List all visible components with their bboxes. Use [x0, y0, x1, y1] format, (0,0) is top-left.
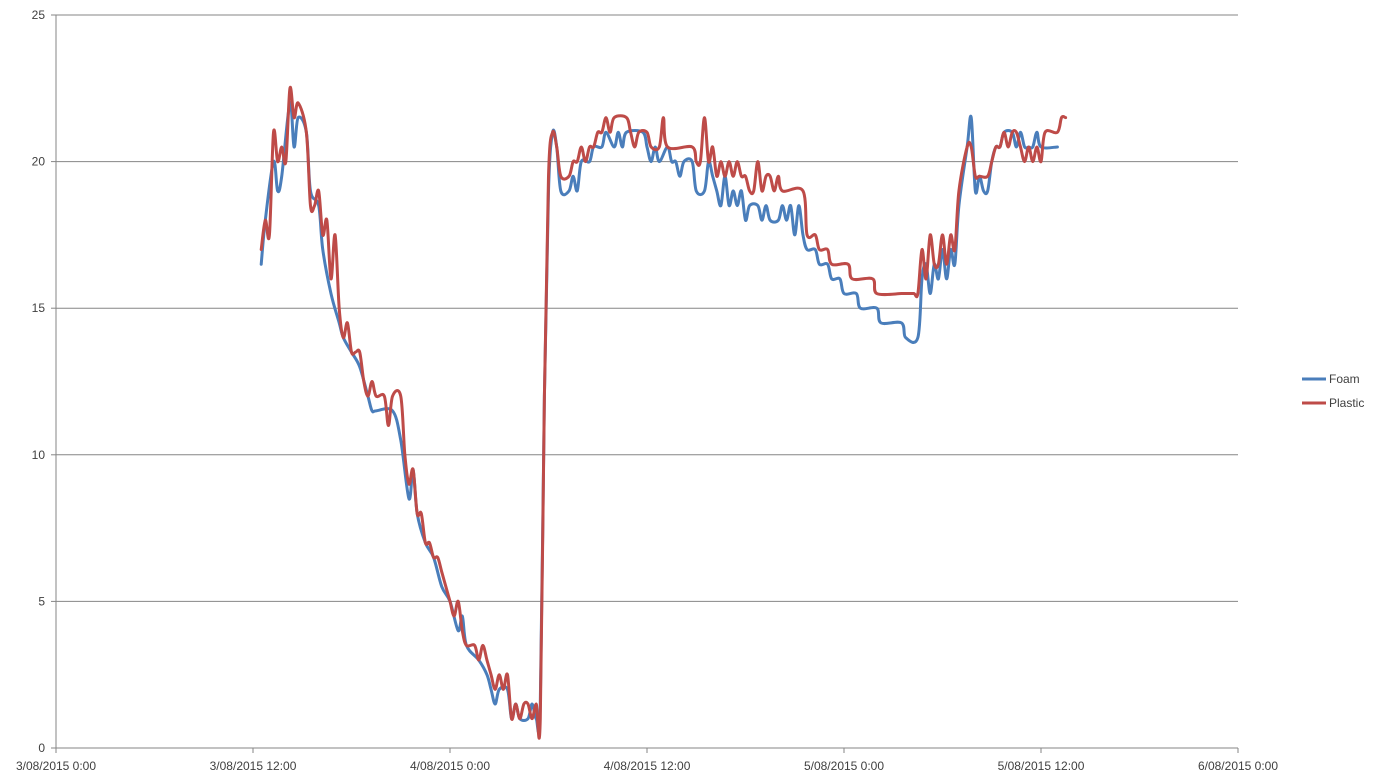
- gridlines: [56, 14, 1238, 602]
- legend-label: Foam: [1329, 372, 1360, 386]
- x-tick-label: 4/08/2015 0:00: [410, 759, 490, 773]
- x-tick-label: 3/08/2015 12:00: [210, 759, 297, 773]
- y-tick-label: 15: [32, 301, 46, 315]
- x-tick-label: 4/08/2015 12:00: [604, 759, 691, 773]
- x-tick-label: 3/08/2015 0:00: [16, 759, 96, 773]
- x-tick-label: 5/08/2015 0:00: [804, 759, 884, 773]
- legend-item-foam: Foam: [1302, 372, 1360, 386]
- series-line-foam: [259, 101, 1059, 734]
- y-tick-label: 25: [32, 8, 46, 22]
- series-layer: [259, 85, 1068, 740]
- series-line-plastic: [259, 85, 1068, 740]
- y-tick-label: 0: [38, 741, 45, 755]
- y-tick-label: 10: [32, 448, 46, 462]
- legend-label: Plastic: [1329, 396, 1364, 410]
- x-axis: 3/08/2015 0:00 3/08/2015 12:00 4/08/2015 0…: [16, 747, 1278, 773]
- y-axis: 0 5 10 15 20 25: [32, 8, 57, 755]
- legend: Foam Plastic: [1302, 372, 1364, 410]
- legend-item-plastic: Plastic: [1302, 396, 1364, 410]
- x-tick-label: 5/08/2015 12:00: [998, 759, 1085, 773]
- y-tick-label: 20: [32, 155, 46, 169]
- x-tick-label: 6/08/2015 0:00: [1198, 759, 1278, 773]
- y-tick-label: 5: [38, 594, 45, 608]
